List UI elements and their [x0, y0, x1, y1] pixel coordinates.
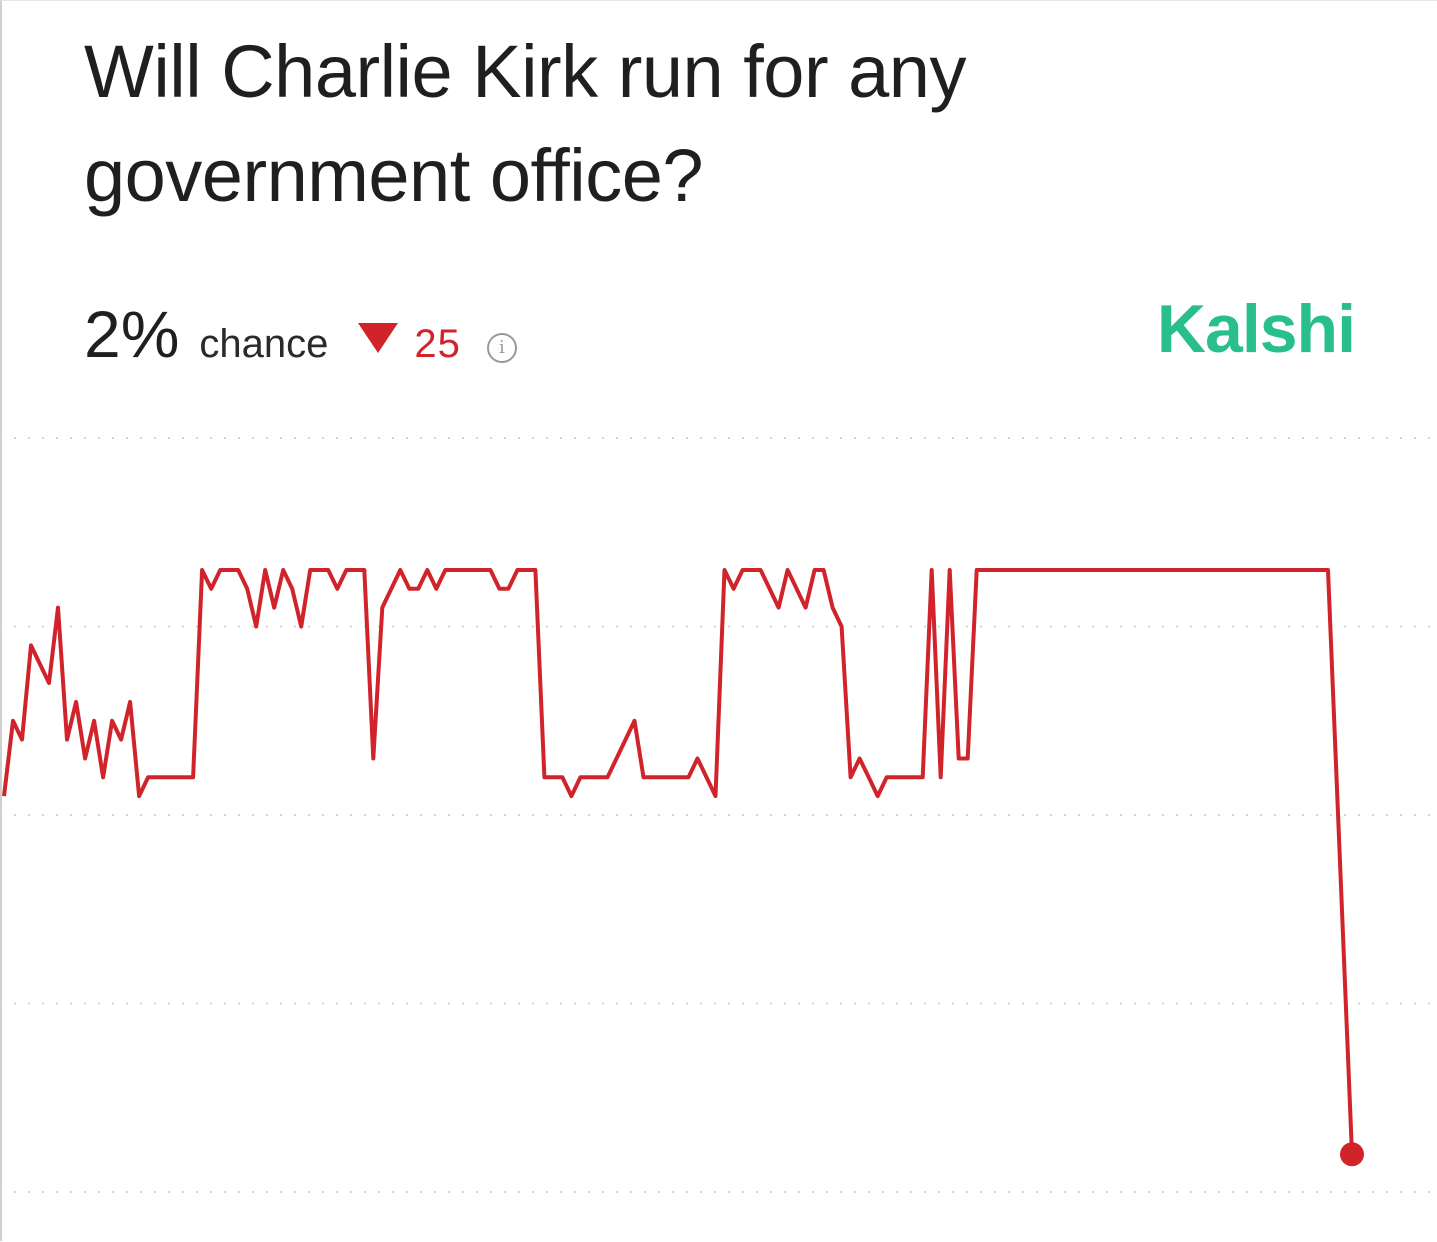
down-triangle-icon — [358, 323, 399, 353]
chance-label: chance — [199, 322, 329, 366]
chance-percent: 2% — [84, 297, 180, 371]
series-line — [2, 568, 1354, 1155]
market-question-title: Will Charlie Kirk run for any government… — [84, 30, 966, 217]
kalshi-logo[interactable]: Kalshi — [1156, 291, 1356, 367]
chance-change-value: 25 — [414, 322, 461, 366]
chance-stat-row: 2% chance 25 i — [84, 296, 517, 376]
price-history-chart — [0, 437, 1437, 1193]
info-icon[interactable]: i — [486, 333, 517, 363]
current-value-point[interactable] — [1340, 1142, 1364, 1167]
